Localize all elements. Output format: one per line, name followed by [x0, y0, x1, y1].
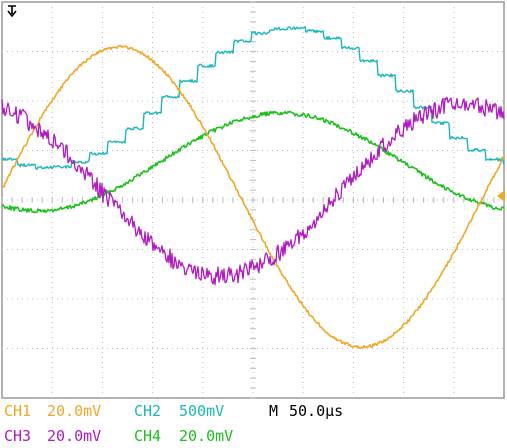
- timebase-value: 50.0µs: [289, 402, 344, 420]
- ch2-scale: 500mV: [179, 402, 225, 420]
- ch3-scale: 20.0mV: [47, 427, 102, 445]
- ch2-trace: [1, 26, 505, 170]
- traces: [1, 26, 505, 349]
- right-edge-arrow-icon: [497, 190, 505, 202]
- trigger-down-arrow-icon: [7, 5, 17, 18]
- markers: [7, 5, 505, 202]
- ch3-label: CH3: [4, 427, 32, 445]
- ch4-label: CH4: [134, 427, 162, 445]
- ch1-scale: 20.0mV: [47, 402, 102, 420]
- readout-bar: CH1 20.0mV CH2 500mV M 50.0µs CH3 20.0mV…: [0, 400, 507, 448]
- ch1-label: CH1: [4, 402, 32, 420]
- waveform-display: [0, 0, 507, 400]
- ch2-label: CH2: [134, 402, 162, 420]
- ch4-trace: [1, 110, 505, 214]
- timebase-label: M: [269, 402, 279, 420]
- oscilloscope-screen: [0, 0, 507, 400]
- ch1-trace: [1, 44, 505, 349]
- ch4-scale: 20.0mV: [179, 427, 234, 445]
- ch3-trace: [1, 96, 505, 286]
